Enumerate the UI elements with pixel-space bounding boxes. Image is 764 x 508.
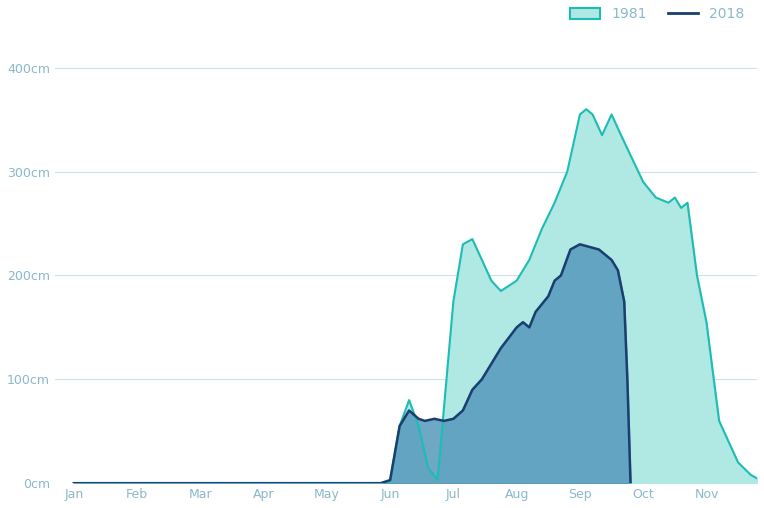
Legend: 1981, 2018: 1981, 2018 [564, 2, 750, 26]
